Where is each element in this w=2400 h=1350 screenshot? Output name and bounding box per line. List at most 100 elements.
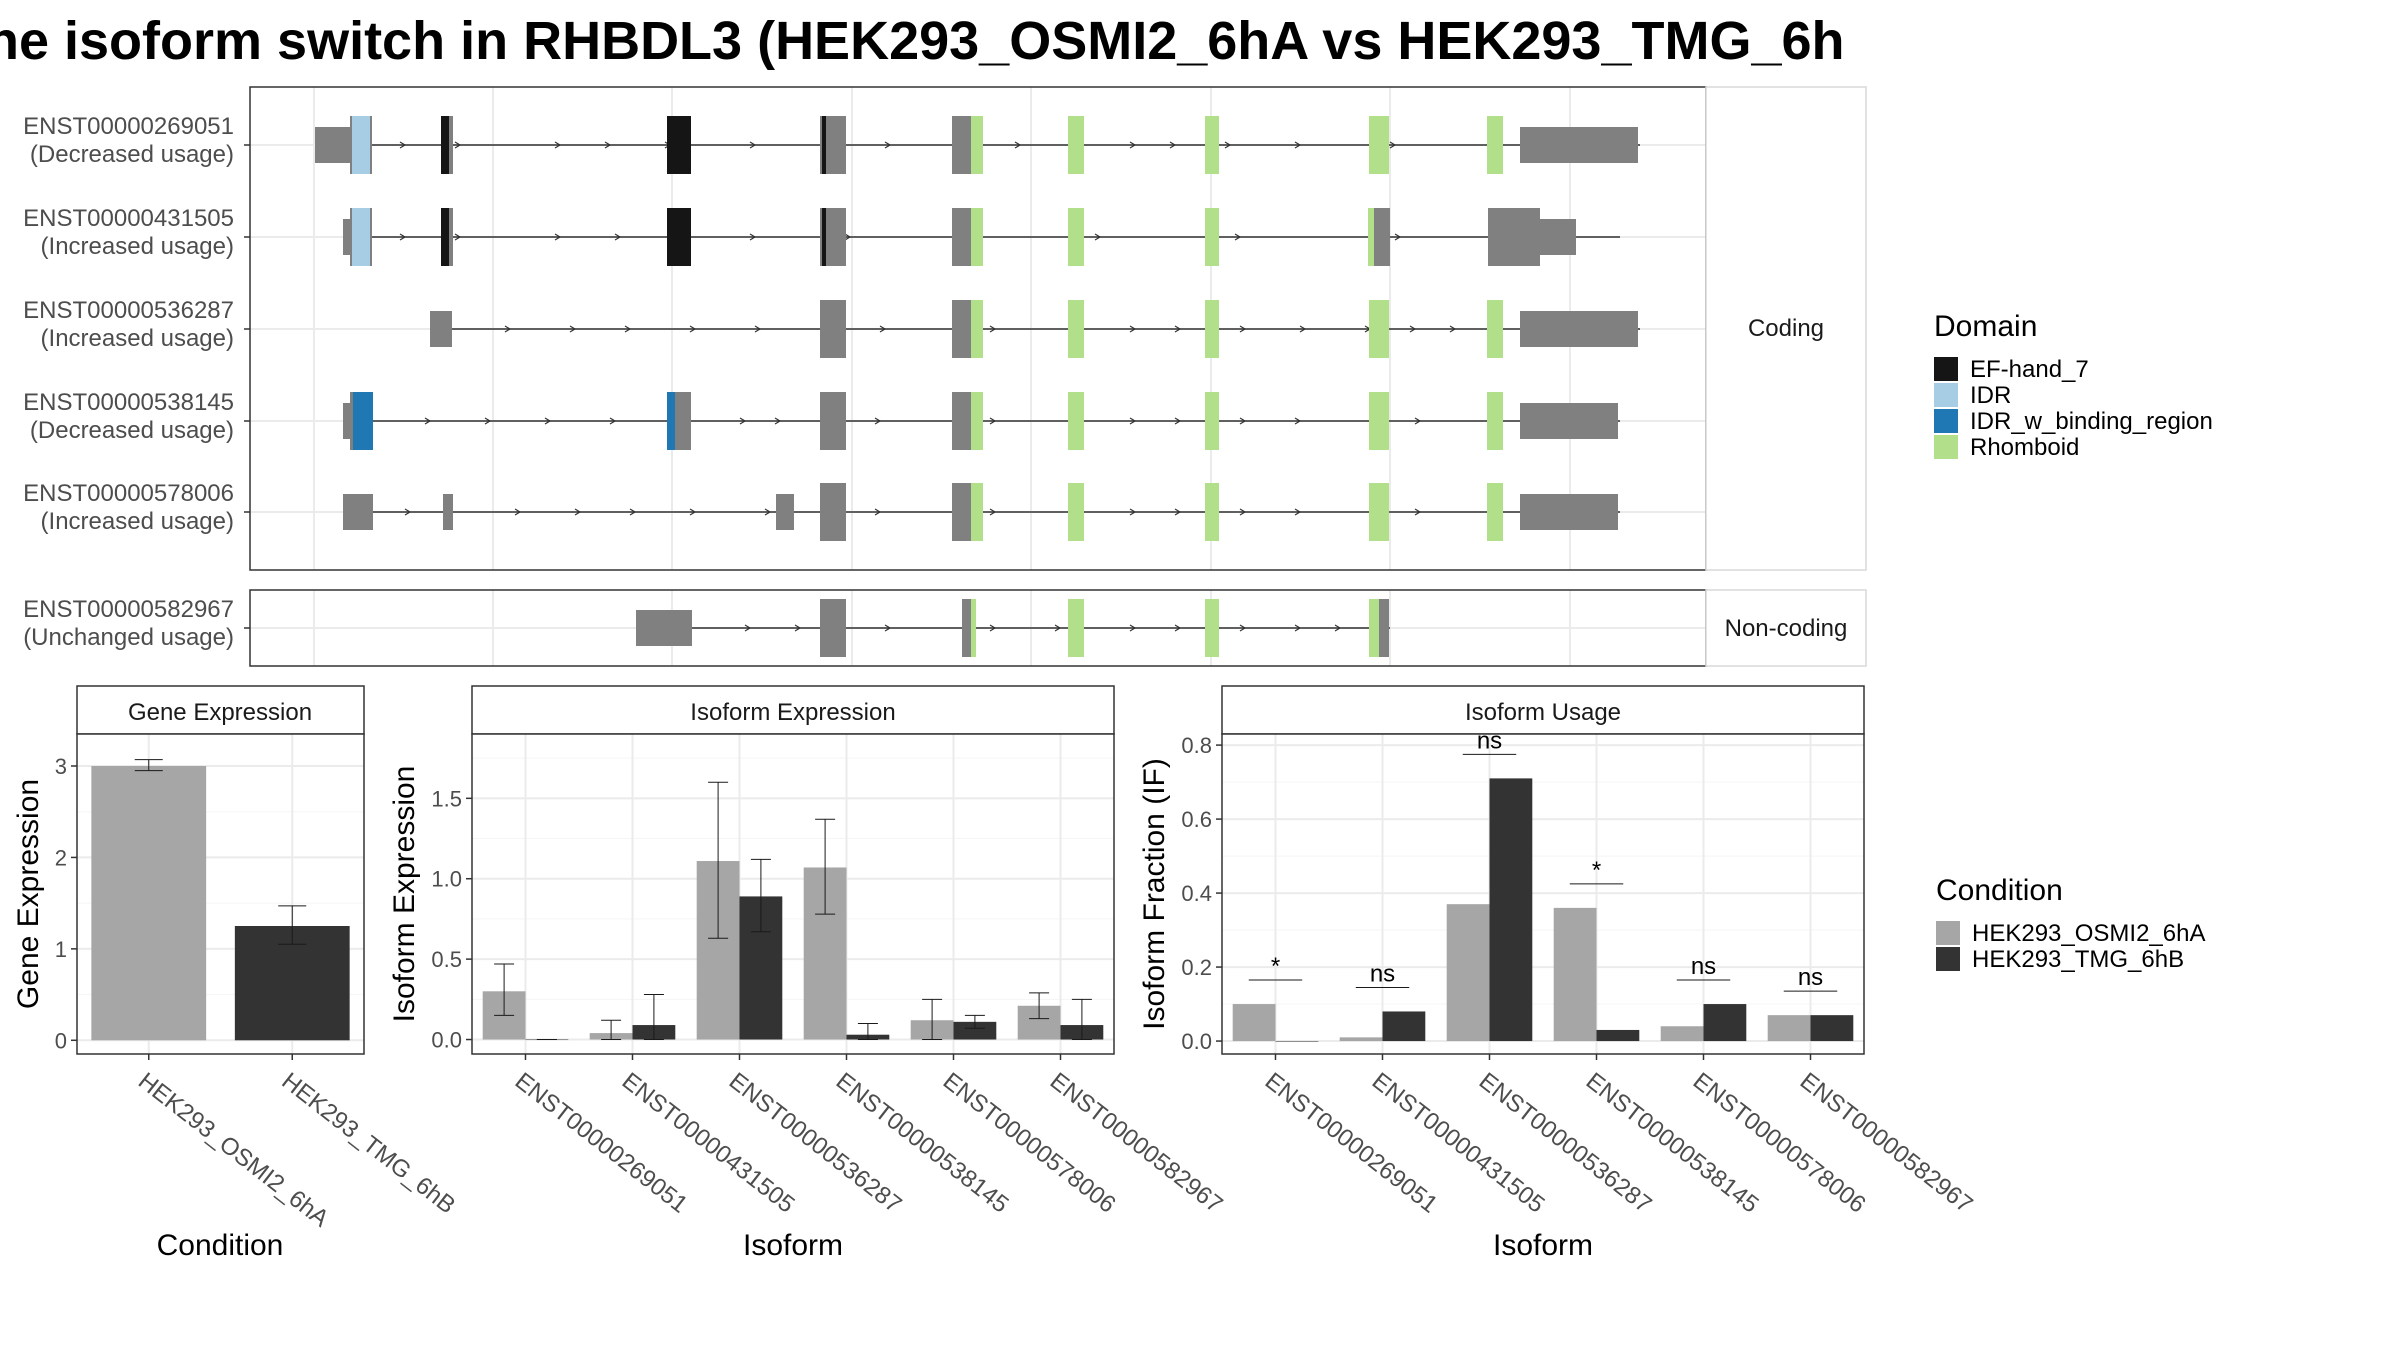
- rhomboid-domain: [971, 599, 976, 657]
- intron-arrow: [399, 141, 407, 149]
- transcript-id-label: ENST00000538145: [23, 389, 234, 416]
- intron-arrow: [989, 624, 997, 632]
- intron-arrow: [1094, 233, 1102, 241]
- x-tick-label: ENST00000538145: [831, 1067, 1014, 1218]
- idr-domain: [352, 116, 370, 174]
- rhomboid-domain: [971, 392, 983, 450]
- bar: [1275, 1041, 1319, 1042]
- y-tick-label: 0.4: [1181, 881, 1212, 906]
- utr-exon: [636, 610, 692, 646]
- x-tick-label: ENST00000582967: [1795, 1067, 1978, 1218]
- coding-exon: [1488, 208, 1540, 266]
- intron-arrow: [1299, 325, 1307, 333]
- intron-arrow: [504, 325, 512, 333]
- y-tick-label: 0.2: [1181, 955, 1212, 980]
- intron-arrow: [794, 624, 802, 632]
- utr-exon: [1520, 127, 1638, 163]
- coding-exon: [820, 483, 846, 541]
- significance-label: ns: [1477, 727, 1502, 754]
- utr-exon: [343, 494, 373, 530]
- intron-arrow: [879, 325, 887, 333]
- intron-arrow: [454, 233, 462, 241]
- domain-legend-label: IDR_w_binding_region: [1970, 408, 2213, 435]
- intron-arrow: [624, 325, 632, 333]
- condition-legend-label: HEK293_OSMI2_6hA: [1972, 920, 2205, 947]
- utr-exon: [776, 494, 794, 530]
- intron-arrow: [1294, 141, 1302, 149]
- transcript-usage-label: (Increased usage): [41, 508, 234, 535]
- intron-arrow: [399, 233, 407, 241]
- rhomboid-domain: [1205, 208, 1219, 266]
- intron-arrow: [1224, 141, 1232, 149]
- intron-arrow: [424, 417, 432, 425]
- y-tick-label: 1.0: [431, 867, 462, 892]
- intron-arrow: [404, 508, 412, 516]
- intron-arrow: [844, 233, 852, 241]
- rhomboid-domain: [971, 208, 983, 266]
- bar: [1382, 1011, 1426, 1042]
- rhomboid-domain: [1205, 483, 1219, 541]
- intron-arrow: [1239, 417, 1247, 425]
- intron-arrow: [1174, 417, 1182, 425]
- x-tick-label: ENST00000431505: [617, 1067, 800, 1218]
- domain-legend-title: Domain: [1934, 310, 2037, 343]
- intron-arrow: [554, 141, 562, 149]
- intron-arrow: [1239, 624, 1247, 632]
- intron-arrow: [1129, 508, 1137, 516]
- transcript-usage-label: (Unchanged usage): [23, 624, 234, 651]
- figure-title: ne isoform switch in RHBDL3 (HEK293_OSMI…: [0, 11, 1845, 71]
- intron-arrow: [1054, 624, 1062, 632]
- bar: [1703, 1004, 1747, 1042]
- condition-legend-key: [1936, 921, 1960, 945]
- panel-border: [1221, 733, 1865, 1055]
- idr-domain: [352, 208, 370, 266]
- bar: [1232, 1004, 1276, 1042]
- significance-label: *: [1592, 857, 1601, 884]
- y-tick-label: 2: [55, 845, 67, 870]
- rhomboid-domain: [971, 483, 983, 541]
- intron-arrow: [1294, 417, 1302, 425]
- domain-legend-label: EF-hand_7: [1970, 356, 2089, 383]
- panel-strip: [471, 685, 1115, 735]
- x-tick-label: ENST00000431505: [1367, 1067, 1550, 1218]
- coding-strip-label: Coding: [1748, 315, 1824, 342]
- x-tick-label: ENST00000538145: [1581, 1067, 1764, 1218]
- rhomboid-domain: [1369, 300, 1389, 358]
- intron-arrow: [989, 508, 997, 516]
- panel-title: Isoform Usage: [1465, 699, 1621, 726]
- transcript-id-label: ENST00000536287: [23, 297, 234, 324]
- transcript-id-label: ENST00000431505: [23, 205, 234, 232]
- ef-hand-domain: [667, 116, 691, 174]
- rhomboid-domain: [1068, 392, 1084, 450]
- coding-strip: [1705, 86, 1867, 571]
- intron-arrow: [989, 325, 997, 333]
- y-tick-label: 0.5: [431, 947, 462, 972]
- intron-arrow: [574, 508, 582, 516]
- intron-arrow: [744, 624, 752, 632]
- y-tick-label: 0.8: [1181, 733, 1212, 758]
- rhomboid-domain: [1205, 599, 1219, 657]
- intron-arrow: [749, 141, 757, 149]
- panel-strip: [76, 685, 365, 735]
- intron-arrow: [514, 508, 522, 516]
- condition-legend-key: [1936, 947, 1960, 971]
- y-tick-label: 1: [55, 937, 67, 962]
- intron-arrow: [774, 417, 782, 425]
- intron-arrow: [1174, 508, 1182, 516]
- x-axis-label: Condition: [157, 1229, 284, 1262]
- intron-arrow: [989, 417, 997, 425]
- bar: [1810, 1015, 1854, 1042]
- bar: [234, 926, 350, 1041]
- significance-label: *: [1271, 953, 1280, 980]
- y-tick-label: 1.5: [431, 786, 462, 811]
- panel-bg: [472, 734, 1114, 1054]
- rhomboid-domain: [1487, 483, 1503, 541]
- intron-arrow: [544, 417, 552, 425]
- idr-binding-domain: [353, 392, 373, 450]
- intron-arrow: [1449, 325, 1457, 333]
- coding-exon: [820, 599, 846, 657]
- intron-arrow: [1294, 624, 1302, 632]
- intron-arrow: [1174, 624, 1182, 632]
- significance-label: ns: [1691, 953, 1716, 980]
- rhomboid-domain: [1368, 208, 1374, 266]
